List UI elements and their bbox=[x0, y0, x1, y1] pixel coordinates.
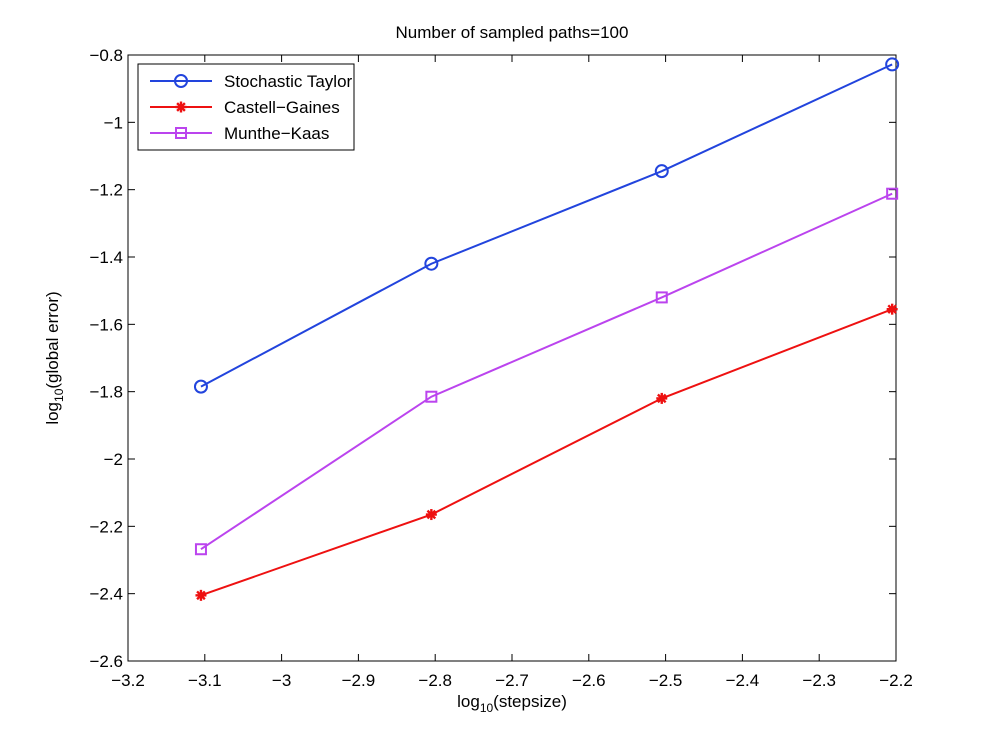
y-tick-label: −1.8 bbox=[89, 383, 123, 402]
data-point-munthe-kaas bbox=[886, 187, 899, 200]
y-tick-label: −2.2 bbox=[89, 517, 123, 536]
y-axis: −2.6 −2.4 −2.2 −2 −1.8 −1.6 −1.4 −1.2 −1 −0.8 bbox=[89, 46, 896, 671]
x-axis: −3.2 −3.1 −3 −2.9 −2.8 −2.7 −2.6 −2.5 −2.4 −2.3 −2… bbox=[111, 55, 913, 690]
data-point-munthe-kaas bbox=[425, 390, 438, 403]
legend-label: Munthe−Kaas bbox=[224, 124, 329, 143]
legend-entry-stochastic-taylor: Stochastic Taylor bbox=[150, 72, 353, 91]
legend: Stochastic Taylor Castell−Gaines Munthe−Ka… bbox=[137, 63, 355, 151]
x-tick-label: −2.5 bbox=[649, 671, 683, 690]
legend-label: Castell−Gaines bbox=[224, 98, 340, 117]
y-axis-label: log10(global error) bbox=[43, 291, 66, 424]
x-axis-label: log10(stepsize) bbox=[457, 692, 567, 715]
x-tick-label: −3.2 bbox=[111, 671, 145, 690]
x-tick-label: −2.4 bbox=[726, 671, 760, 690]
x-tick-label: −3.1 bbox=[188, 671, 222, 690]
x-tick-label: −2.3 bbox=[802, 671, 836, 690]
data-point-stochastic-taylor bbox=[885, 57, 900, 72]
x-tick-label: −2.8 bbox=[418, 671, 452, 690]
series-line-castell-gaines bbox=[200, 308, 893, 597]
data-point-castell-gaines bbox=[886, 303, 898, 315]
data-point-castell-gaines bbox=[656, 392, 668, 404]
legend-marker bbox=[175, 127, 187, 139]
legend-marker bbox=[174, 74, 188, 88]
legend-marker bbox=[175, 101, 187, 113]
data-point-munthe-kaas bbox=[194, 543, 207, 556]
legend-label: Stochastic Taylor bbox=[224, 72, 353, 91]
x-tick-label: −3 bbox=[272, 671, 291, 690]
data-point-stochastic-taylor bbox=[193, 379, 208, 394]
series-line-stochastic-taylor bbox=[200, 63, 893, 388]
x-tick-label: −2.2 bbox=[879, 671, 913, 690]
y-tick-label: −1 bbox=[104, 113, 123, 132]
data-point-castell-gaines bbox=[195, 589, 207, 601]
x-tick-label: −2.6 bbox=[572, 671, 606, 690]
y-tick-label: −2 bbox=[104, 450, 123, 469]
y-tick-label: −2.6 bbox=[89, 652, 123, 671]
series-layer bbox=[193, 57, 900, 601]
data-point-stochastic-taylor bbox=[424, 256, 439, 271]
x-tick-label: −2.9 bbox=[342, 671, 376, 690]
y-tick-label: −0.8 bbox=[89, 46, 123, 65]
legend-entry-munthe-kaas: Munthe−Kaas bbox=[150, 124, 329, 143]
y-tick-label: −2.4 bbox=[89, 585, 123, 604]
data-point-munthe-kaas bbox=[655, 291, 668, 304]
y-tick-label: −1.6 bbox=[89, 315, 123, 334]
data-point-castell-gaines bbox=[425, 509, 437, 521]
y-tick-label: −1.4 bbox=[89, 248, 123, 267]
data-point-stochastic-taylor bbox=[654, 164, 669, 179]
y-tick-label: −1.2 bbox=[89, 181, 123, 200]
x-tick-label: −2.7 bbox=[495, 671, 529, 690]
chart-title: Number of sampled paths=100 bbox=[396, 23, 629, 42]
legend-entry-castell-gaines: Castell−Gaines bbox=[150, 98, 340, 117]
series-line-munthe-kaas bbox=[200, 192, 893, 551]
